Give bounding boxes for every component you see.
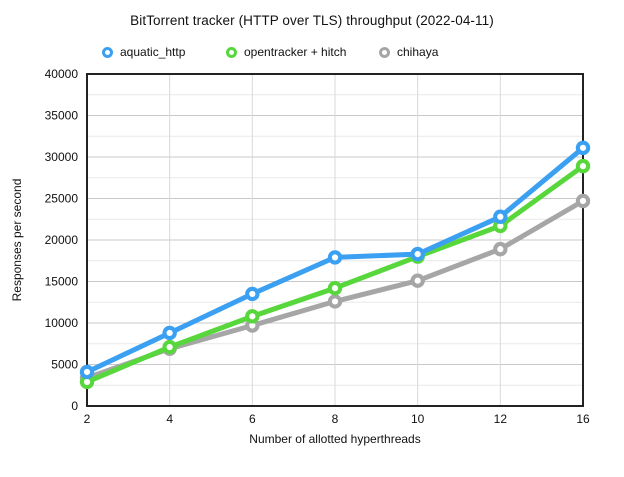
data-point-hole-aquatic-http <box>497 213 504 220</box>
data-point-hole-opentracker-hitch <box>579 163 587 170</box>
x-tick-label: 8 <box>332 412 339 426</box>
y-tick-label: 40000 <box>45 67 79 81</box>
legend: aquatic_http opentracker + hitch chihaya <box>0 44 624 62</box>
plot-border <box>86 73 584 407</box>
y-tick-label: 15000 <box>45 275 79 289</box>
legend-item-aquatic-http[interactable]: aquatic_http <box>102 44 185 60</box>
x-tick-label: 6 <box>249 412 256 426</box>
legend-marker-icon <box>102 46 113 58</box>
y-tick-label: 0 <box>71 399 78 413</box>
y-tick-label: 10000 <box>45 316 79 330</box>
data-point-hole-aquatic-http <box>331 254 339 261</box>
legend-marker-icon <box>379 46 390 58</box>
data-point-hole-opentracker-hitch <box>83 378 91 386</box>
data-point-hole-chihaya <box>331 298 339 305</box>
data-point-hole-opentracker-hitch <box>331 285 339 292</box>
data-point-hole-chihaya <box>414 277 421 284</box>
legend-label: aquatic_http <box>120 45 186 59</box>
y-axis-title: Responses per second <box>10 178 24 302</box>
x-axis-title: Number of allotted hyperthreads <box>249 432 421 446</box>
y-tick-label: 20000 <box>45 233 79 247</box>
data-point-hole-aquatic-http <box>249 290 256 298</box>
data-point-hole-opentracker-hitch <box>249 313 256 320</box>
x-tick-label: 12 <box>494 412 508 426</box>
data-point-hole-aquatic-http <box>166 329 173 337</box>
legend-label: opentracker + hitch <box>244 45 347 59</box>
legend-label: chihaya <box>397 45 439 59</box>
data-point-hole-opentracker-hitch <box>497 222 504 229</box>
y-tick-label: 25000 <box>45 192 79 206</box>
legend-item-opentracker-hitch[interactable]: opentracker + hitch <box>226 44 346 60</box>
chart-title: BitTorrent tracker (HTTP over TLS) throu… <box>130 13 494 28</box>
y-tick-label: 5000 <box>51 358 78 372</box>
y-tick-label: 35000 <box>45 109 79 123</box>
data-point-hole-aquatic-http <box>83 368 91 376</box>
data-point-hole-chihaya <box>579 197 587 205</box>
legend-item-chihaya[interactable]: chihaya <box>379 44 438 60</box>
x-tick-label: 4 <box>166 412 173 426</box>
x-tick-label: 16 <box>576 412 590 426</box>
x-tick-label: 10 <box>411 412 425 426</box>
data-point-hole-aquatic-http <box>414 251 421 258</box>
data-point-hole-chihaya <box>497 246 504 253</box>
data-point-hole-aquatic-http <box>579 144 587 151</box>
y-tick-label: 30000 <box>45 150 79 164</box>
x-tick-label: 2 <box>84 412 91 426</box>
data-point-hole-chihaya <box>249 322 256 329</box>
data-point-hole-opentracker-hitch <box>166 343 173 351</box>
legend-marker-icon <box>226 46 237 58</box>
